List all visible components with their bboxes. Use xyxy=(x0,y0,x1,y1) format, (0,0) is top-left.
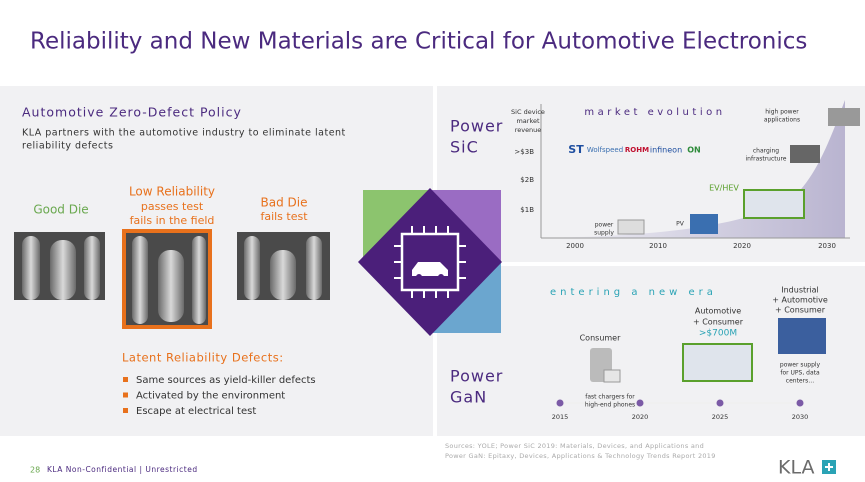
classification: KLA Non-Confidential | Unrestricted xyxy=(47,465,198,474)
stage-note: fast chargers for xyxy=(585,394,635,401)
annotation: charging xyxy=(753,148,779,155)
annotation: EV/HEV xyxy=(709,184,739,193)
power-sic: SiC xyxy=(450,138,479,157)
die-note: passes test xyxy=(141,200,204,213)
page-number: 28 xyxy=(30,466,40,475)
logo-plus xyxy=(825,463,833,471)
defect-item: Same sources as yield-killer defects xyxy=(136,375,316,386)
chart-title: market evolution xyxy=(584,107,725,118)
annotation: supply xyxy=(594,230,614,237)
power-gan: Power xyxy=(450,367,503,386)
description: reliability defects xyxy=(22,141,113,152)
annotation: infrastructure xyxy=(746,156,787,163)
company-logo: infineon xyxy=(650,146,682,155)
annotation: PV xyxy=(676,221,685,228)
stage-label: + Consumer xyxy=(775,306,826,315)
defects-heading: Latent Reliability Defects: xyxy=(122,351,284,365)
die-label: Good Die xyxy=(33,203,88,217)
die-images xyxy=(14,229,330,329)
stage-label: Industrial xyxy=(781,286,819,295)
bullet xyxy=(123,392,128,398)
y-tick: $1B xyxy=(520,206,534,214)
timeline-year: 2030 xyxy=(792,413,809,421)
logo: KLA xyxy=(778,457,814,479)
timeline-year: 2025 xyxy=(712,413,729,421)
stage-note: high-end phones xyxy=(585,402,635,409)
x-tick: 2000 xyxy=(566,242,584,250)
die-note: fails test xyxy=(260,210,308,223)
sources: Power GaN: Epitaxy, Devices, Application… xyxy=(445,452,716,460)
company-logo: ROHM xyxy=(625,146,649,154)
y-tick: $2B xyxy=(520,176,534,184)
timeline-year: 2020 xyxy=(632,413,649,421)
x-tick: 2020 xyxy=(733,242,751,250)
y-label: revenue xyxy=(515,126,542,134)
annotation: power xyxy=(595,222,614,229)
chart-title: entering a new era xyxy=(550,287,717,298)
sources: Sources: YOLE; Power SiC 2019: Materials… xyxy=(445,442,704,450)
sic-chart xyxy=(540,100,860,239)
company-logo: ST xyxy=(568,143,584,156)
gan-chart xyxy=(556,318,826,407)
bullet xyxy=(123,377,128,382)
company-logo: Wolfspeed xyxy=(587,146,623,154)
power-gan: GaN xyxy=(450,388,487,407)
section-heading: Automotive Zero-Defect Policy xyxy=(22,105,242,120)
stage-label: + Automotive xyxy=(772,296,828,305)
stage-note: for UPS, data xyxy=(780,370,820,377)
stage-label: Automotive xyxy=(695,307,741,316)
die-note: fails in the field xyxy=(130,214,215,227)
description: KLA partners with the automotive industr… xyxy=(22,128,346,139)
x-tick: 2030 xyxy=(818,242,836,250)
stage-note: power supply xyxy=(780,362,821,369)
defect-item: Escape at electrical test xyxy=(136,406,256,417)
y-label: SiC device xyxy=(511,108,545,116)
x-tick: 2010 xyxy=(649,242,667,250)
die-label: Low Reliability xyxy=(129,185,215,199)
y-label: market xyxy=(516,117,540,125)
center-graphic xyxy=(358,188,502,336)
y-tick: >$3B xyxy=(514,148,534,156)
slide-title: Reliability and New Materials are Critic… xyxy=(30,29,807,55)
annotation: applications xyxy=(764,117,800,124)
power-sic: Power xyxy=(450,117,503,136)
annotation: high power xyxy=(765,109,799,116)
stage-note: centers… xyxy=(786,378,814,385)
bullet xyxy=(123,408,128,413)
timeline-year: 2015 xyxy=(552,413,569,421)
defect-item: Activated by the environment xyxy=(136,391,285,402)
stage-value: >$700M xyxy=(699,329,737,339)
die-label: Bad Die xyxy=(261,196,308,210)
company-logo: ON xyxy=(687,146,701,155)
stage-label: Consumer xyxy=(580,334,622,343)
stage-label: + Consumer xyxy=(693,318,744,327)
